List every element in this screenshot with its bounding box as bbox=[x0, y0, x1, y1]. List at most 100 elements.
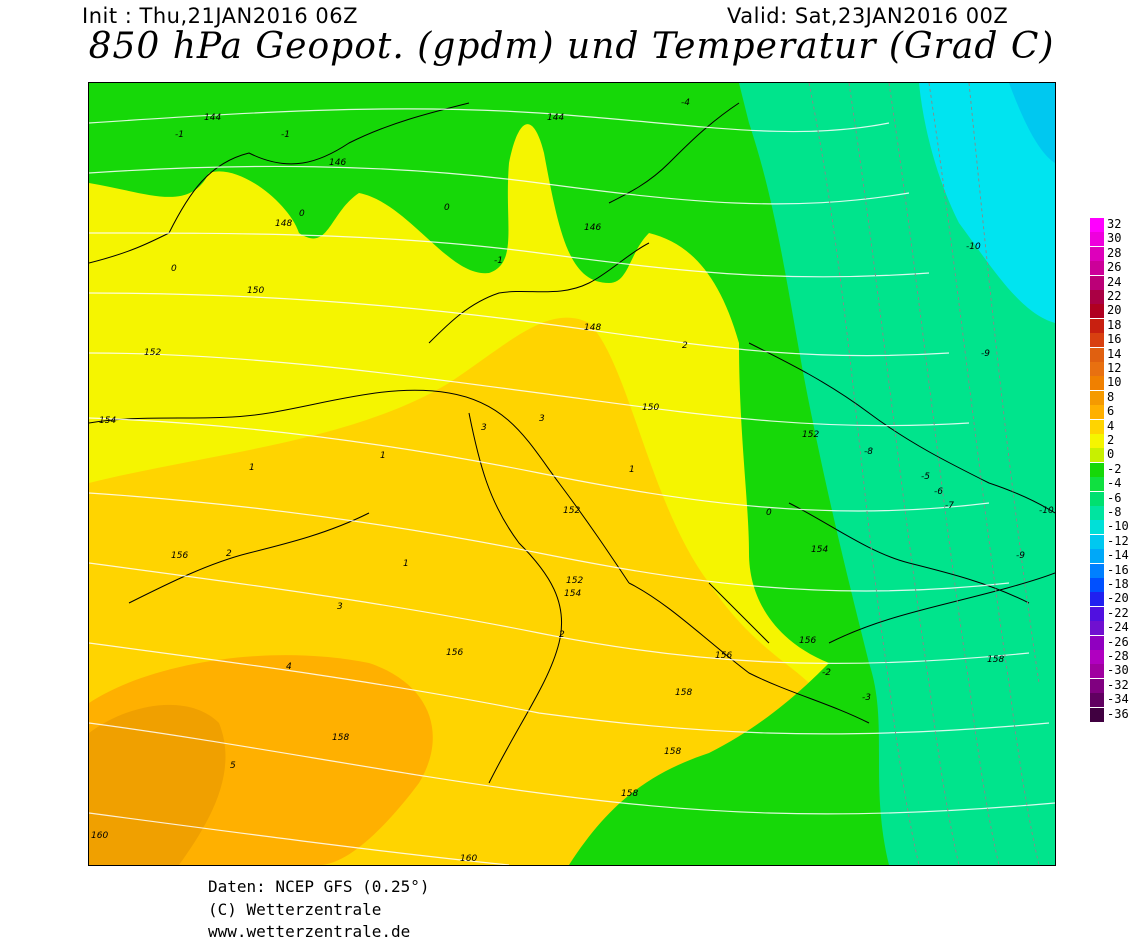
legend-swatch bbox=[1090, 362, 1104, 376]
legend-swatch bbox=[1090, 290, 1104, 304]
legend-entry: -28 bbox=[1090, 649, 1140, 664]
legend-entry: -22 bbox=[1090, 605, 1140, 621]
legend-swatch bbox=[1090, 218, 1104, 232]
legend-swatch bbox=[1090, 376, 1104, 391]
legend-label: -2 bbox=[1107, 461, 1122, 476]
legend-entry: 30 bbox=[1090, 231, 1140, 247]
legend-swatch bbox=[1090, 347, 1104, 362]
legend-swatch bbox=[1090, 563, 1104, 578]
temperature-label: 1 bbox=[629, 465, 635, 475]
legend-label: -4 bbox=[1107, 476, 1122, 491]
legend-label: 10 bbox=[1107, 375, 1122, 390]
legend-swatch bbox=[1090, 477, 1104, 492]
legend-entry: -8 bbox=[1090, 505, 1140, 520]
geopotential-label: 144 bbox=[547, 113, 564, 123]
legend-label: -26 bbox=[1107, 634, 1129, 649]
legend-label: -18 bbox=[1107, 577, 1129, 591]
legend-swatch bbox=[1090, 261, 1104, 276]
temperature-label: 1 bbox=[403, 559, 409, 569]
legend-label: 30 bbox=[1107, 231, 1122, 246]
geopotential-label: 154 bbox=[811, 545, 828, 555]
legend-label: -32 bbox=[1107, 677, 1129, 692]
aqua-green-zone bbox=[739, 83, 1055, 865]
legend-entry: -14 bbox=[1090, 548, 1140, 564]
legend-entry: -20 bbox=[1090, 591, 1140, 607]
temperature-label: -2 bbox=[822, 668, 831, 678]
legend-entry: 24 bbox=[1090, 274, 1140, 290]
temperature-label: -10 bbox=[966, 242, 981, 252]
legend-swatch bbox=[1090, 304, 1104, 319]
geopotential-label: 150 bbox=[642, 403, 659, 413]
legend-swatch bbox=[1090, 390, 1104, 405]
legend-swatch bbox=[1090, 664, 1104, 679]
temperature-label: 2 bbox=[682, 341, 688, 351]
cyan-zone bbox=[919, 83, 1055, 323]
legend-entry: -24 bbox=[1090, 620, 1140, 636]
geopotential-label: 158 bbox=[987, 655, 1004, 665]
legend-swatch bbox=[1090, 419, 1104, 434]
temperature-label: -5 bbox=[921, 472, 930, 482]
temperature-label: 3 bbox=[539, 414, 545, 424]
temperature-label: 2 bbox=[559, 630, 565, 640]
legend-label: 0 bbox=[1107, 447, 1115, 462]
legend-label: 14 bbox=[1107, 346, 1122, 361]
legend-entry: 28 bbox=[1090, 246, 1140, 261]
legend-entry: 14 bbox=[1090, 346, 1140, 362]
legend-entry: 6 bbox=[1090, 404, 1140, 420]
legend-label: 8 bbox=[1107, 389, 1115, 404]
legend-entry: 18 bbox=[1090, 317, 1140, 333]
temperature-label: -8 bbox=[864, 447, 873, 457]
geopotential-label: 156 bbox=[171, 551, 188, 561]
map-title: 850 hPa Geopot. (gpdm) und Temperatur (G… bbox=[88, 26, 1055, 67]
geopotential-label-group: 144 144 146 146 148 148 150 150 152 152 … bbox=[91, 113, 1004, 864]
temperature-label: 1 bbox=[380, 451, 386, 461]
legend-entry: -18 bbox=[1090, 577, 1140, 592]
legend-label: -22 bbox=[1107, 605, 1129, 620]
legend-entry: -4 bbox=[1090, 476, 1140, 492]
legend-label: -14 bbox=[1107, 548, 1129, 563]
legend-entry: 22 bbox=[1090, 289, 1140, 304]
geopotential-label: 146 bbox=[584, 223, 601, 233]
geopotential-label: 158 bbox=[664, 747, 681, 757]
legend-swatch bbox=[1090, 650, 1104, 664]
coastlines bbox=[89, 102, 1055, 784]
temperature-label: -1 bbox=[175, 130, 184, 140]
legend-label: 2 bbox=[1107, 433, 1115, 447]
legend-swatch bbox=[1090, 678, 1104, 693]
legend-label: 24 bbox=[1107, 274, 1122, 289]
geopotential-label: 146 bbox=[329, 158, 346, 168]
legend-label: 12 bbox=[1107, 361, 1122, 375]
isotherms bbox=[808, 83, 1040, 865]
legend-entry: -34 bbox=[1090, 692, 1140, 708]
temperature-label: -10 bbox=[1039, 506, 1054, 516]
temperature-label: 0 bbox=[766, 508, 772, 518]
legend-label: -16 bbox=[1107, 562, 1129, 577]
weather-map: 144 144 146 146 148 148 150 150 152 152 … bbox=[88, 82, 1056, 866]
temperature-label: 3 bbox=[337, 602, 343, 612]
legend-label: -34 bbox=[1107, 692, 1129, 707]
legend-label: 18 bbox=[1107, 317, 1122, 332]
legend-swatch bbox=[1090, 707, 1104, 722]
legend-swatch bbox=[1090, 506, 1104, 520]
legend-swatch bbox=[1090, 621, 1104, 636]
legend-label: -6 bbox=[1107, 490, 1122, 505]
legend-entry: -12 bbox=[1090, 533, 1140, 549]
geopotential-label: 158 bbox=[621, 789, 638, 799]
temperature-label: 0 bbox=[299, 209, 305, 219]
legend-entry: -6 bbox=[1090, 490, 1140, 506]
legend-entry: 0 bbox=[1090, 447, 1140, 463]
legend-label: 32 bbox=[1107, 217, 1122, 231]
geopotential-label: 152 bbox=[802, 430, 819, 440]
legend-swatch bbox=[1090, 606, 1104, 621]
legend-entry: 10 bbox=[1090, 375, 1140, 391]
legend-swatch bbox=[1090, 520, 1104, 535]
legend-label: -28 bbox=[1107, 649, 1129, 663]
temperature-label: 1 bbox=[249, 463, 255, 473]
temperature-label: 4 bbox=[286, 662, 292, 672]
legend-swatch bbox=[1090, 405, 1104, 420]
orange-core bbox=[89, 704, 226, 865]
geopotential-label: 144 bbox=[204, 113, 221, 123]
data-source: Daten: NCEP GFS (0.25°) bbox=[208, 877, 430, 896]
legend-label: -12 bbox=[1107, 533, 1129, 548]
map-canvas: 144 144 146 146 148 148 150 150 152 152 … bbox=[89, 83, 1055, 865]
